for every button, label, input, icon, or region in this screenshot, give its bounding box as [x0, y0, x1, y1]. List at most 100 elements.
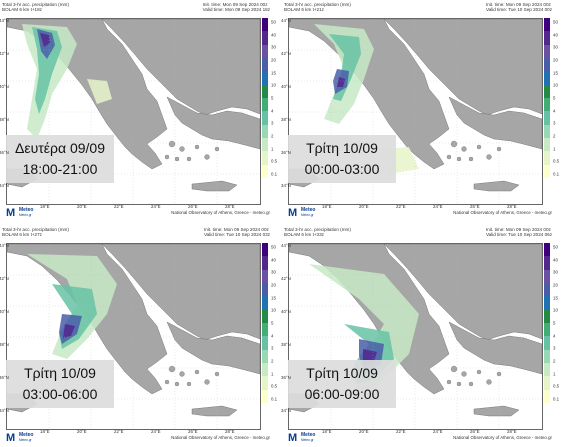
forecast-panel-2: Total 3-hr acc. precipitation (mm) BOLAM … [281, 0, 560, 220]
valid-time: Valid time: Tue 10 Sep 2024 00z [485, 7, 552, 13]
colorbar-tick-label: 4 [553, 108, 556, 114]
latitude-label: 38°N [281, 342, 291, 347]
latitude-label: 42°N [281, 276, 291, 281]
colorbar-segment [262, 389, 268, 404]
landmass-3 [166, 321, 260, 375]
latitude-label: 40°N [0, 309, 9, 314]
colorbar-segment [262, 18, 268, 32]
colorbar-tick-label: 0.5 [553, 158, 560, 164]
colorbar-tick-label: 1 [553, 371, 556, 377]
precipitation-area [32, 27, 62, 114]
credit-text: National Observatory of Athens, Greece -… [453, 435, 552, 440]
colorbar-tick-label: 40 [553, 32, 558, 38]
colorbar-segment [544, 323, 550, 337]
colorbar-tick-label: 10 [553, 307, 558, 313]
precipitation-area [40, 33, 50, 47]
valid-time: Valid time: Tue 10 Sep 2024 03z [203, 232, 270, 238]
island [486, 154, 492, 160]
latitude-label: 38°N [0, 117, 9, 122]
longitude-label: 24°E [151, 204, 161, 209]
colorbar-tick-label: 0.1 [271, 171, 278, 177]
longitude-label: 22°E [396, 429, 406, 434]
init-time: Init. time: Mon 09 Sep 2024 00z [202, 2, 268, 7]
longitude-label: 24°E [433, 204, 443, 209]
longitude-label: 20°E [359, 204, 369, 209]
landmass-4 [191, 180, 238, 192]
latitude-label: 34°N [281, 183, 291, 188]
colorbar-segment [544, 31, 550, 46]
colorbar-segment [544, 151, 550, 166]
colorbar-segment [544, 58, 550, 72]
colorbar-segment [544, 44, 550, 59]
longitude-label: 28°E [507, 204, 517, 209]
island [186, 381, 192, 387]
colorbar-tick-label: 40 [553, 257, 558, 263]
landmass-3 [448, 96, 542, 150]
day-label: Δευτέρα 09/09 [14, 140, 105, 156]
latitude-label: 36°N [281, 150, 291, 155]
valid-time: Valid time: Tue 10 Sep 2024 06z [485, 232, 552, 238]
colorbar-segment [262, 44, 268, 59]
colorbar-segment [544, 243, 550, 257]
island [446, 379, 452, 385]
meteo-logo: M Meteo Meteo.gr [288, 207, 328, 219]
map-canvas [289, 19, 542, 204]
longitude-label: 22°E [114, 204, 124, 209]
colorbar-segment [544, 376, 550, 391]
colorbar-segment [544, 363, 550, 377]
colorbar-tick-label: 40 [271, 257, 276, 263]
colorbar-segment [262, 269, 268, 284]
colorbar-segment [262, 336, 268, 351]
colorbar-tick-label: 20 [553, 282, 558, 288]
logo-sub: Meteo.gr [301, 438, 314, 442]
colorbar-segment [544, 336, 550, 351]
latitude-label: 42°N [281, 51, 291, 56]
colorbar-tick-label: 40 [271, 32, 276, 38]
island [164, 154, 170, 160]
longitude-label: 18°E [40, 429, 50, 434]
island [476, 369, 482, 375]
meteo-logo-icon: M [288, 207, 298, 219]
latitude-label: 34°N [0, 183, 9, 188]
precipitation-map [6, 243, 261, 430]
colorbar-tick-label: 0.5 [271, 158, 278, 164]
colorbar-segment [262, 111, 268, 126]
longitude-label: 20°E [77, 204, 87, 209]
island [204, 154, 210, 160]
longitude-label: 20°E [359, 429, 369, 434]
colorbar-segment [544, 71, 550, 86]
longitude-label: 26°E [470, 204, 480, 209]
colorbar-tick-label: 50 [553, 244, 558, 250]
longitude-label: 22°E [114, 429, 124, 434]
colorbar: 50 40 30 20 15 10 5 4 3 2 1 0.5 0.1 [544, 18, 559, 179]
island [174, 381, 180, 387]
credit-text: National Observatory of Athens, Greece -… [453, 210, 552, 215]
colorbar-tick-label: 1 [271, 371, 274, 377]
time-label: Τρίτη 10/09 00:00-03:00 [288, 135, 396, 183]
colorbar-segment [544, 309, 550, 324]
product-title: Total 3-hr acc. precipitation (mm) [284, 227, 351, 232]
longitude-label: 18°E [322, 204, 332, 209]
colorbar-segment [262, 84, 268, 99]
colorbar-tick-label: 0.5 [553, 383, 560, 389]
longitude-label: 28°E [225, 429, 235, 434]
colorbar-tick-label: 2 [271, 358, 274, 364]
latitude-label: 40°N [0, 84, 9, 89]
colorbar-segment [262, 376, 268, 391]
model-run: BOLAM 6 km t+33z [284, 232, 324, 238]
longitude-label: 26°E [188, 204, 198, 209]
colorbar-segment [262, 283, 268, 297]
colorbar-tick-label: 5 [553, 320, 556, 326]
panel-header: Total 3-hr acc. precipitation (mm) BOLAM … [284, 227, 558, 245]
map-canvas [7, 244, 260, 429]
latitude-label: 34°N [0, 408, 9, 413]
colorbar-segment [262, 164, 268, 179]
logo-text: Meteo [301, 207, 316, 213]
longitude-label: 24°E [433, 429, 443, 434]
product-title: Total 3-hr acc. precipitation (mm) [2, 227, 69, 232]
colorbar-tick-label: 10 [271, 82, 276, 88]
colorbar: 50 40 30 20 15 10 5 4 3 2 1 0.5 0.1 [262, 243, 277, 404]
island [446, 154, 452, 160]
colorbar-segment [544, 18, 550, 32]
colorbar-tick-label: 0.1 [271, 396, 278, 402]
